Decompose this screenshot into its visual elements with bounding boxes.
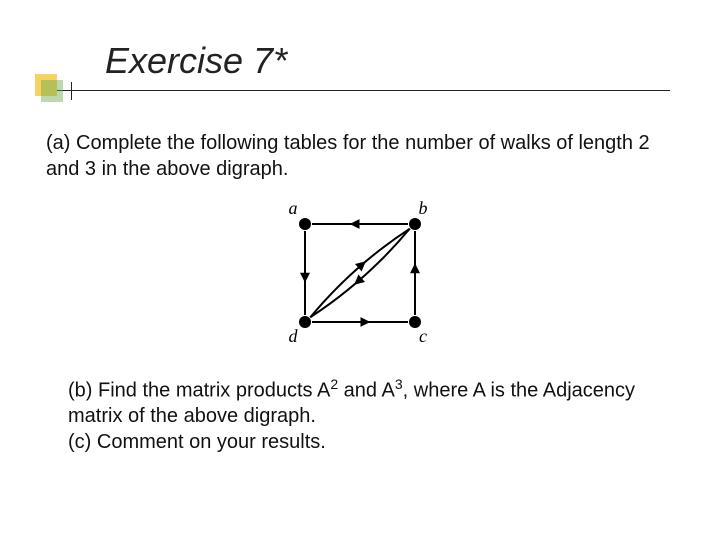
digraph: a b c d [265,194,455,354]
accent-icon [35,74,61,100]
paragraph-b: (b) Find the matrix products A2 and A3, … [46,376,674,455]
para-b-sup2: 3 [395,376,403,392]
title-tick [71,82,72,100]
slide: Exercise 7* (a) Complete the following t… [0,0,720,540]
para-b-sup1: 2 [330,376,338,392]
svg-text:a: a [289,198,298,218]
svg-text:d: d [289,326,299,346]
para-b-mid: and A [338,379,395,401]
paragraph-c: (c) Comment on your results. [68,431,326,453]
page-title: Exercise 7* [35,40,670,91]
accent-green-square [41,80,63,102]
para-b-pre: (b) Find the matrix products A [68,379,330,401]
svg-text:c: c [419,326,427,346]
header: Exercise 7* [35,40,680,91]
paragraph-a: (a) Complete the following tables for th… [46,131,674,182]
svg-text:b: b [419,198,428,218]
digraph-container: a b c d [46,194,674,362]
body: (a) Complete the following tables for th… [40,121,680,455]
